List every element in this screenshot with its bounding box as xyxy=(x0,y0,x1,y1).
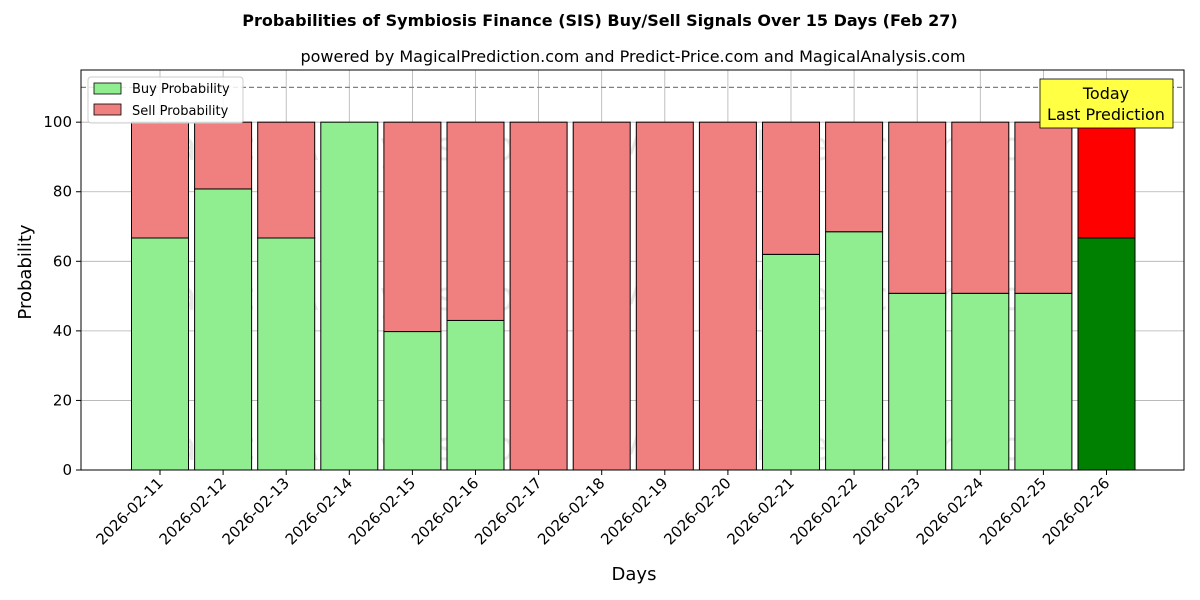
x-tick-label: 2026-02-18 xyxy=(534,474,608,548)
bar-sell-2026-02-21 xyxy=(762,121,820,255)
bar-sell-2026-02-26 xyxy=(1077,121,1136,239)
x-tick-label: 2026-02-15 xyxy=(345,474,419,548)
legend-swatch-sell xyxy=(93,103,122,116)
plot-area xyxy=(80,69,1185,471)
bar-buy-2026-02-13 xyxy=(257,237,316,471)
legend-box xyxy=(87,76,244,124)
y-tick-label: 100 xyxy=(43,113,72,131)
bar-sell-2026-02-16 xyxy=(446,121,505,321)
x-tick-label: 2026-02-22 xyxy=(787,474,861,548)
y-tick-label: 0 xyxy=(62,461,72,479)
legend-label-sell: Sell Probability xyxy=(132,104,229,119)
y-tick-label: 60 xyxy=(53,252,72,270)
x-tick-label: 2026-02-13 xyxy=(219,474,293,548)
x-tick-label: 2026-02-11 xyxy=(92,474,166,548)
x-tick-label: 2026-02-14 xyxy=(282,474,356,548)
bar-sell-2026-02-22 xyxy=(825,121,884,233)
bar-sell-2026-02-12 xyxy=(194,121,253,190)
x-tick-label: 2026-02-23 xyxy=(850,474,924,548)
bars xyxy=(131,121,1136,471)
bar-sell-2026-02-11 xyxy=(131,121,189,239)
bar-buy-2026-02-11 xyxy=(131,237,189,471)
bar-buy-2026-02-21 xyxy=(762,253,820,471)
bar-sell-2026-02-25 xyxy=(1014,121,1073,294)
x-axis-label: Days xyxy=(612,564,657,585)
chart-subtitle: powered by MagicalPrediction.com and Pre… xyxy=(300,47,965,66)
x-tick-label: 2026-02-19 xyxy=(597,474,671,548)
x-tick-label: 2026-02-20 xyxy=(660,474,734,548)
x-tick-label: 2026-02-25 xyxy=(976,474,1050,548)
legend-label-buy: Buy Probability xyxy=(132,82,230,97)
x-tick-label: 2026-02-17 xyxy=(471,474,545,548)
x-tick-label: 2026-02-12 xyxy=(156,474,230,548)
y-tick-label: 80 xyxy=(53,183,72,201)
y-axis-label: Probability xyxy=(15,224,36,319)
legend: Buy Probability Sell Probability xyxy=(87,76,244,124)
x-tick-label: 2026-02-24 xyxy=(913,474,987,548)
annotation-line-2: Last Prediction xyxy=(1047,105,1165,124)
y-axis: 0 20 40 60 80 100 xyxy=(43,113,81,479)
bar-buy-2026-02-23 xyxy=(888,292,947,471)
annotation-line-1: Today xyxy=(1082,84,1129,103)
bar-buy-2026-02-16 xyxy=(446,319,505,471)
bar-sell-2026-02-19 xyxy=(635,121,694,471)
y-tick-label: 20 xyxy=(53,391,72,409)
bar-buy-2026-02-22 xyxy=(825,231,884,471)
bar-sell-2026-02-15 xyxy=(383,121,442,333)
legend-swatch-buy xyxy=(93,82,122,95)
bar-sell-2026-02-20 xyxy=(698,121,757,471)
bar-buy-2026-02-15 xyxy=(383,331,442,471)
bar-buy-2026-02-14 xyxy=(320,121,379,471)
bar-sell-2026-02-23 xyxy=(888,121,947,294)
x-tick-label: 2026-02-16 xyxy=(408,474,482,548)
bar-buy-2026-02-24 xyxy=(951,292,1010,471)
bar-buy-2026-02-25 xyxy=(1014,292,1073,471)
bar-buy-2026-02-12 xyxy=(194,188,253,471)
x-axis: 2026-02-112026-02-122026-02-132026-02-14… xyxy=(92,470,1113,548)
x-tick-label: 2026-02-21 xyxy=(723,474,797,548)
x-tick-label: 2026-02-26 xyxy=(1039,474,1113,548)
bar-sell-2026-02-18 xyxy=(572,121,631,471)
bar-sell-2026-02-13 xyxy=(257,121,316,239)
bar-sell-2026-02-17 xyxy=(509,121,568,471)
bar-sell-2026-02-24 xyxy=(951,121,1010,294)
today-annotation: Today Last Prediction xyxy=(1039,78,1174,129)
y-tick-label: 40 xyxy=(53,322,72,340)
bar-buy-2026-02-26 xyxy=(1077,237,1136,471)
annotation-box xyxy=(1039,78,1174,129)
chart-title: Probabilities of Symbiosis Finance (SIS)… xyxy=(242,11,957,30)
